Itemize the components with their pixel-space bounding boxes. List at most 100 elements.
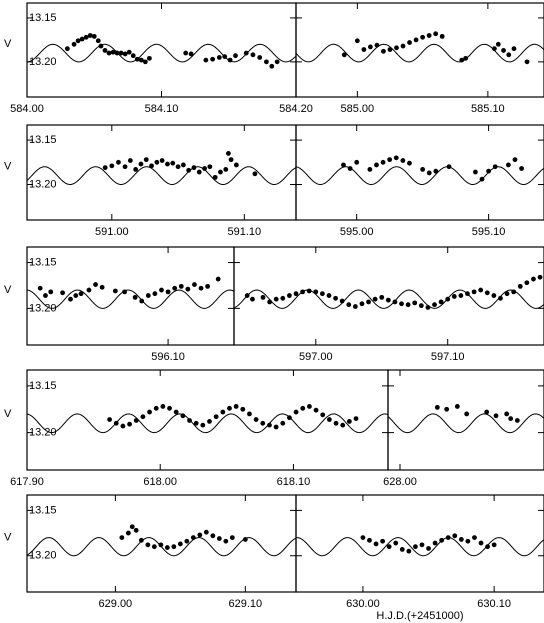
data-point (146, 55, 152, 61)
x-axis-label: H.J.D.(+2451000) (376, 610, 463, 622)
data-point (250, 52, 256, 58)
model-curve (295, 43, 544, 63)
data-point (93, 282, 98, 287)
data-point (113, 420, 119, 426)
data-point (125, 530, 131, 536)
data-point (511, 46, 517, 52)
data-point (68, 296, 73, 302)
data-point (399, 301, 404, 307)
x-tick-label: 597.00 (299, 351, 333, 363)
data-point (387, 157, 393, 163)
data-point (120, 423, 126, 429)
data-point (198, 285, 204, 291)
data-point (197, 532, 203, 538)
data-point (374, 162, 379, 168)
data-point (122, 164, 128, 170)
data-point (147, 409, 152, 415)
data-point (426, 170, 432, 176)
data-point (293, 291, 299, 297)
data-point (203, 57, 209, 63)
data-point (434, 404, 440, 410)
data-point (373, 541, 379, 547)
data-point (233, 53, 238, 59)
y-tick-label: 13.20 (29, 302, 57, 314)
data-point (252, 171, 258, 177)
data-point (372, 296, 378, 302)
x-tick-label: 585.10 (471, 103, 505, 115)
data-point (367, 166, 373, 172)
data-point (478, 287, 484, 293)
data-point (79, 36, 85, 42)
y-axis-label: V (4, 284, 12, 296)
data-point (152, 291, 158, 297)
data-point (244, 293, 250, 298)
data-point (218, 169, 223, 175)
data-point (184, 538, 190, 544)
data-point (242, 537, 248, 542)
data-point (122, 289, 127, 295)
panel-frame (233, 246, 544, 346)
model-curve (26, 166, 297, 185)
model-curve (295, 537, 544, 557)
x-tick-label: 630.10 (477, 598, 511, 610)
data-point (280, 295, 286, 301)
data-point (504, 291, 510, 297)
data-point (37, 285, 43, 291)
data-point (432, 302, 437, 308)
data-point (517, 283, 523, 289)
data-point (425, 305, 431, 310)
panel-frame (387, 369, 544, 471)
data-point (220, 409, 226, 415)
y-tick-label: 13.20 (29, 550, 57, 562)
data-point (511, 289, 517, 295)
data-point (353, 416, 359, 421)
data-point (226, 151, 231, 156)
data-point (138, 537, 144, 543)
data-point (484, 409, 490, 415)
data-point (385, 297, 391, 303)
data-point (354, 159, 360, 165)
data-point (122, 51, 128, 57)
data-point (444, 406, 450, 412)
data-point (367, 537, 372, 543)
x-tick-label: 596.10 (151, 351, 185, 363)
model-curve (26, 413, 389, 434)
data-point (313, 407, 319, 413)
panel-frame (295, 124, 544, 221)
data-point (180, 162, 186, 168)
data-point (381, 48, 386, 54)
data-point (393, 540, 399, 546)
data-point (102, 48, 108, 53)
data-point (253, 417, 259, 422)
data-point (191, 165, 197, 171)
data-point (300, 289, 305, 295)
data-point (379, 294, 385, 300)
model-curve (295, 166, 544, 185)
data-point (393, 155, 399, 161)
model-curve (26, 43, 297, 63)
data-point (216, 55, 222, 60)
data-point (458, 293, 464, 298)
y-tick-label: 13.20 (29, 427, 57, 439)
x-tick-label: 629.00 (99, 598, 133, 610)
data-point (64, 46, 70, 52)
data-point (359, 301, 365, 307)
data-point (260, 294, 266, 300)
data-point (478, 540, 484, 546)
data-point (127, 158, 133, 163)
data-point (354, 38, 360, 44)
data-point (192, 282, 197, 287)
data-point (185, 286, 191, 292)
x-tick-label: 629.10 (228, 598, 262, 610)
data-point (524, 280, 530, 286)
data-point (193, 420, 199, 426)
data-point (107, 417, 112, 422)
model-curve (233, 289, 544, 309)
data-point (202, 166, 207, 171)
data-point (346, 302, 352, 308)
data-point (196, 169, 202, 175)
data-point (222, 54, 228, 59)
data-point (187, 418, 192, 423)
data-point (412, 300, 418, 306)
data-point (165, 289, 171, 295)
